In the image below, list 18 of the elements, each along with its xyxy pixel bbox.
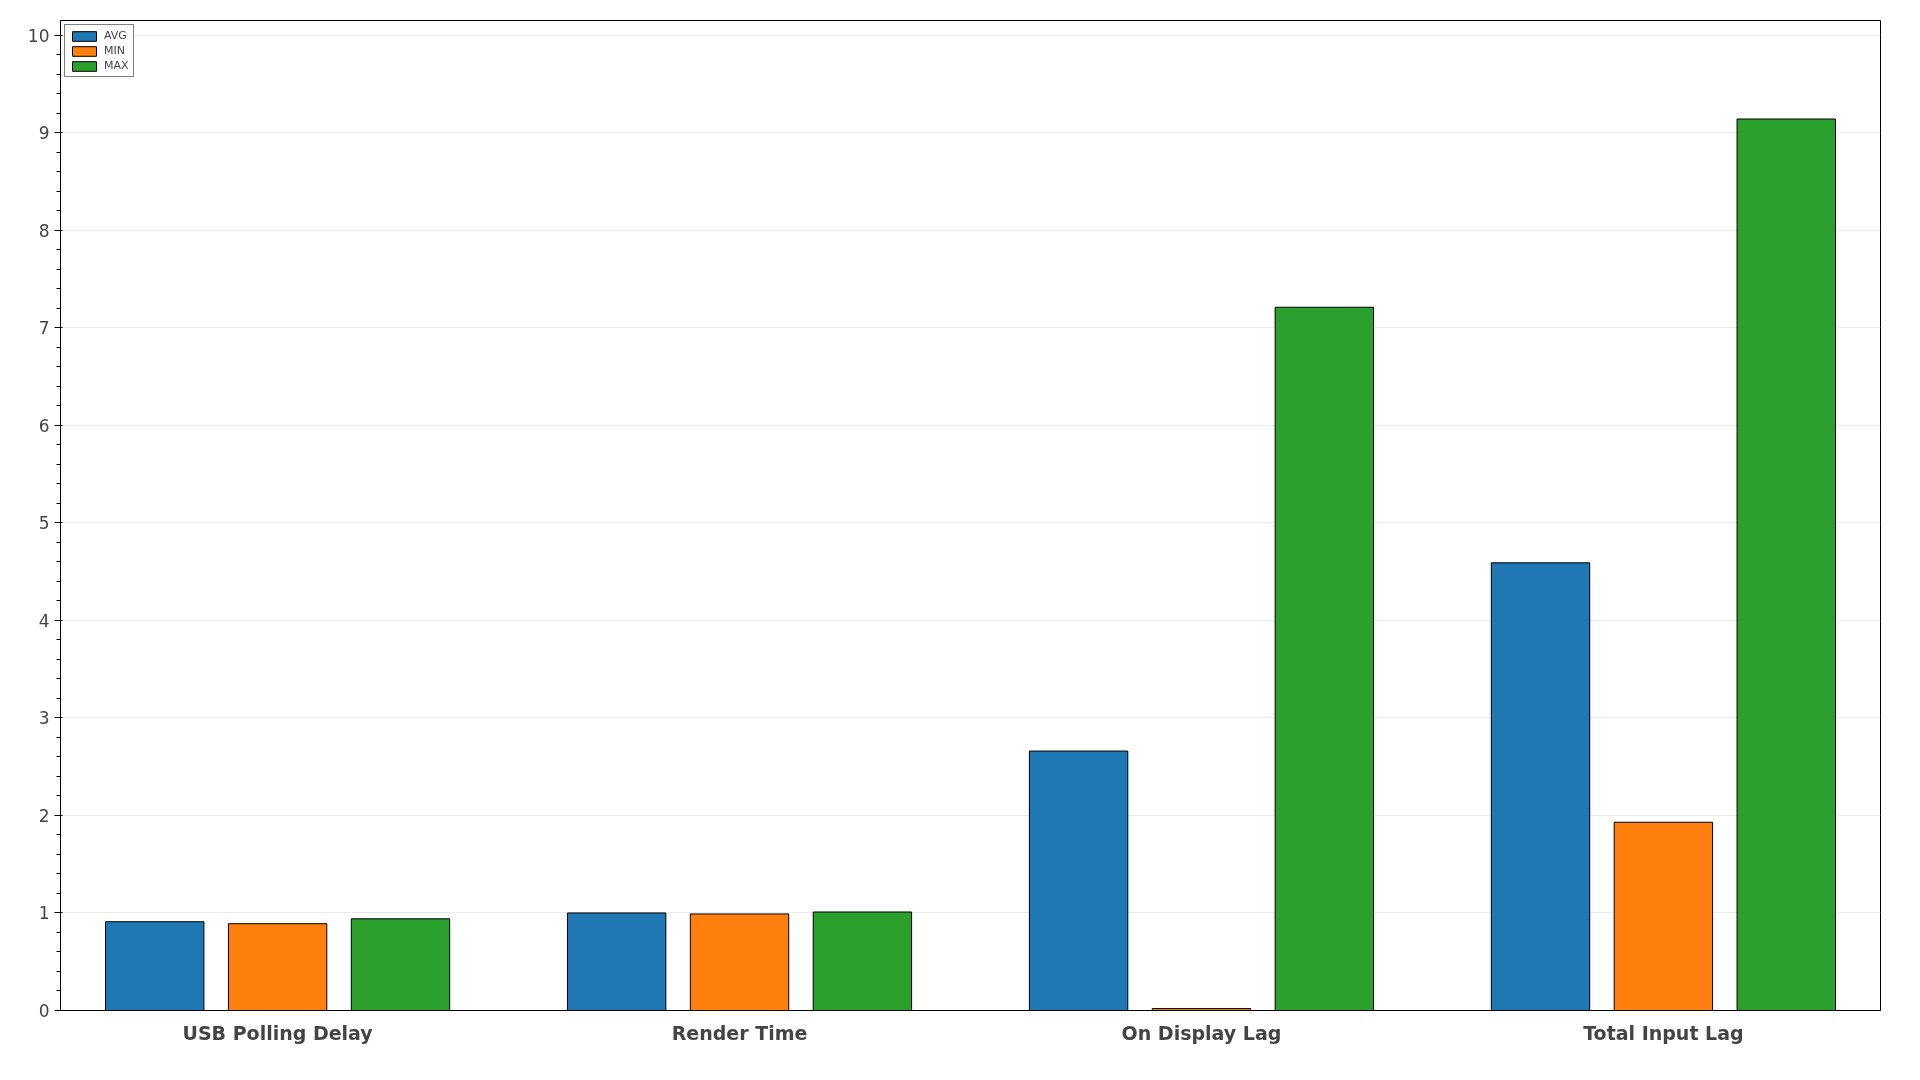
- y-tick-label: 8: [38, 220, 50, 241]
- x-tick-label: On Display Lag: [1121, 1021, 1282, 1044]
- legend-label: MAX: [104, 59, 129, 72]
- y-tick-label: 4: [38, 610, 50, 631]
- x-tick-label: USB Polling Delay: [182, 1021, 374, 1044]
- y-tick-label: 5: [38, 513, 50, 534]
- x-tick-label: Render Time: [671, 1021, 808, 1044]
- y-tick-label: 1: [38, 903, 50, 924]
- y-tick-label: 9: [38, 123, 50, 144]
- legend-label: MIN: [104, 44, 125, 57]
- legend-label: AVG: [104, 29, 127, 42]
- y-tick-label: 7: [38, 318, 50, 339]
- x-tick-label: Total Input Lag: [1583, 1021, 1744, 1044]
- y-tick-label: 0: [38, 1001, 50, 1021]
- y-tick-label: 3: [38, 708, 50, 729]
- y-tick-label: 10: [27, 25, 50, 46]
- y-tick-label: 6: [38, 415, 50, 436]
- y-tick-label: 2: [38, 805, 50, 826]
